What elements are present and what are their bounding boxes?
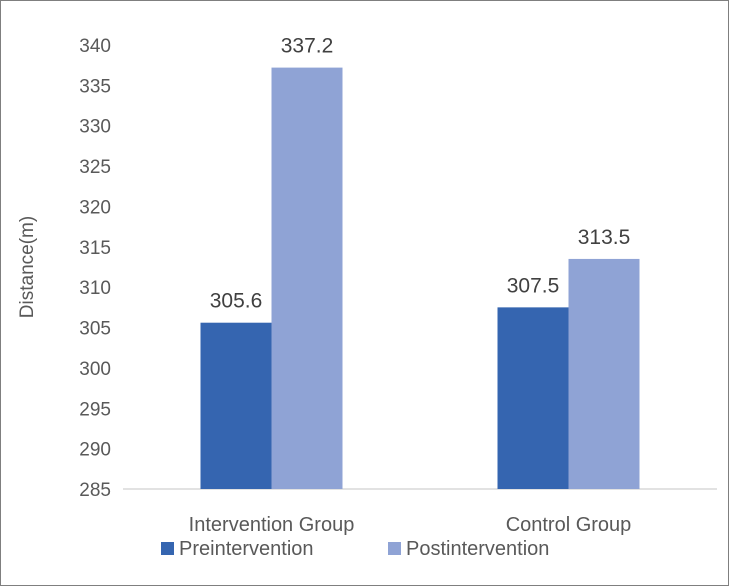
y-tick-label: 340	[79, 36, 111, 57]
bar-postintervention-control-group	[568, 258, 640, 489]
legend-label-postintervention: Postintervention	[406, 538, 549, 560]
legend-swatch-postintervention	[388, 542, 401, 555]
y-axis-label: Distance(m)	[17, 216, 38, 318]
y-tick-label: 310	[79, 278, 111, 299]
bar-postintervention-intervention-group	[271, 67, 343, 489]
y-tick-label: 320	[79, 197, 111, 218]
y-tick-label: 335	[79, 76, 111, 97]
bar-preintervention-control-group	[497, 307, 569, 489]
y-tick-label: 285	[79, 480, 111, 501]
data-label: 313.5	[578, 226, 631, 249]
y-tick-label: 295	[79, 399, 111, 420]
y-tick-label: 325	[79, 157, 111, 178]
legend-label-preintervention: Preintervention	[179, 538, 314, 560]
data-label: 307.5	[507, 274, 560, 297]
data-label: 305.6	[210, 290, 263, 313]
y-tick-label: 315	[79, 238, 111, 259]
y-tick-label: 290	[79, 440, 111, 461]
bar-preintervention-intervention-group	[200, 322, 272, 489]
category-label: Intervention Group	[189, 514, 355, 536]
legend-swatch-preintervention	[161, 542, 174, 555]
data-label: 337.2	[281, 35, 334, 58]
y-tick-label: 305	[79, 319, 111, 340]
category-label: Control Group	[506, 514, 632, 536]
y-tick-label: 300	[79, 359, 111, 380]
y-tick-label: 330	[79, 117, 111, 138]
